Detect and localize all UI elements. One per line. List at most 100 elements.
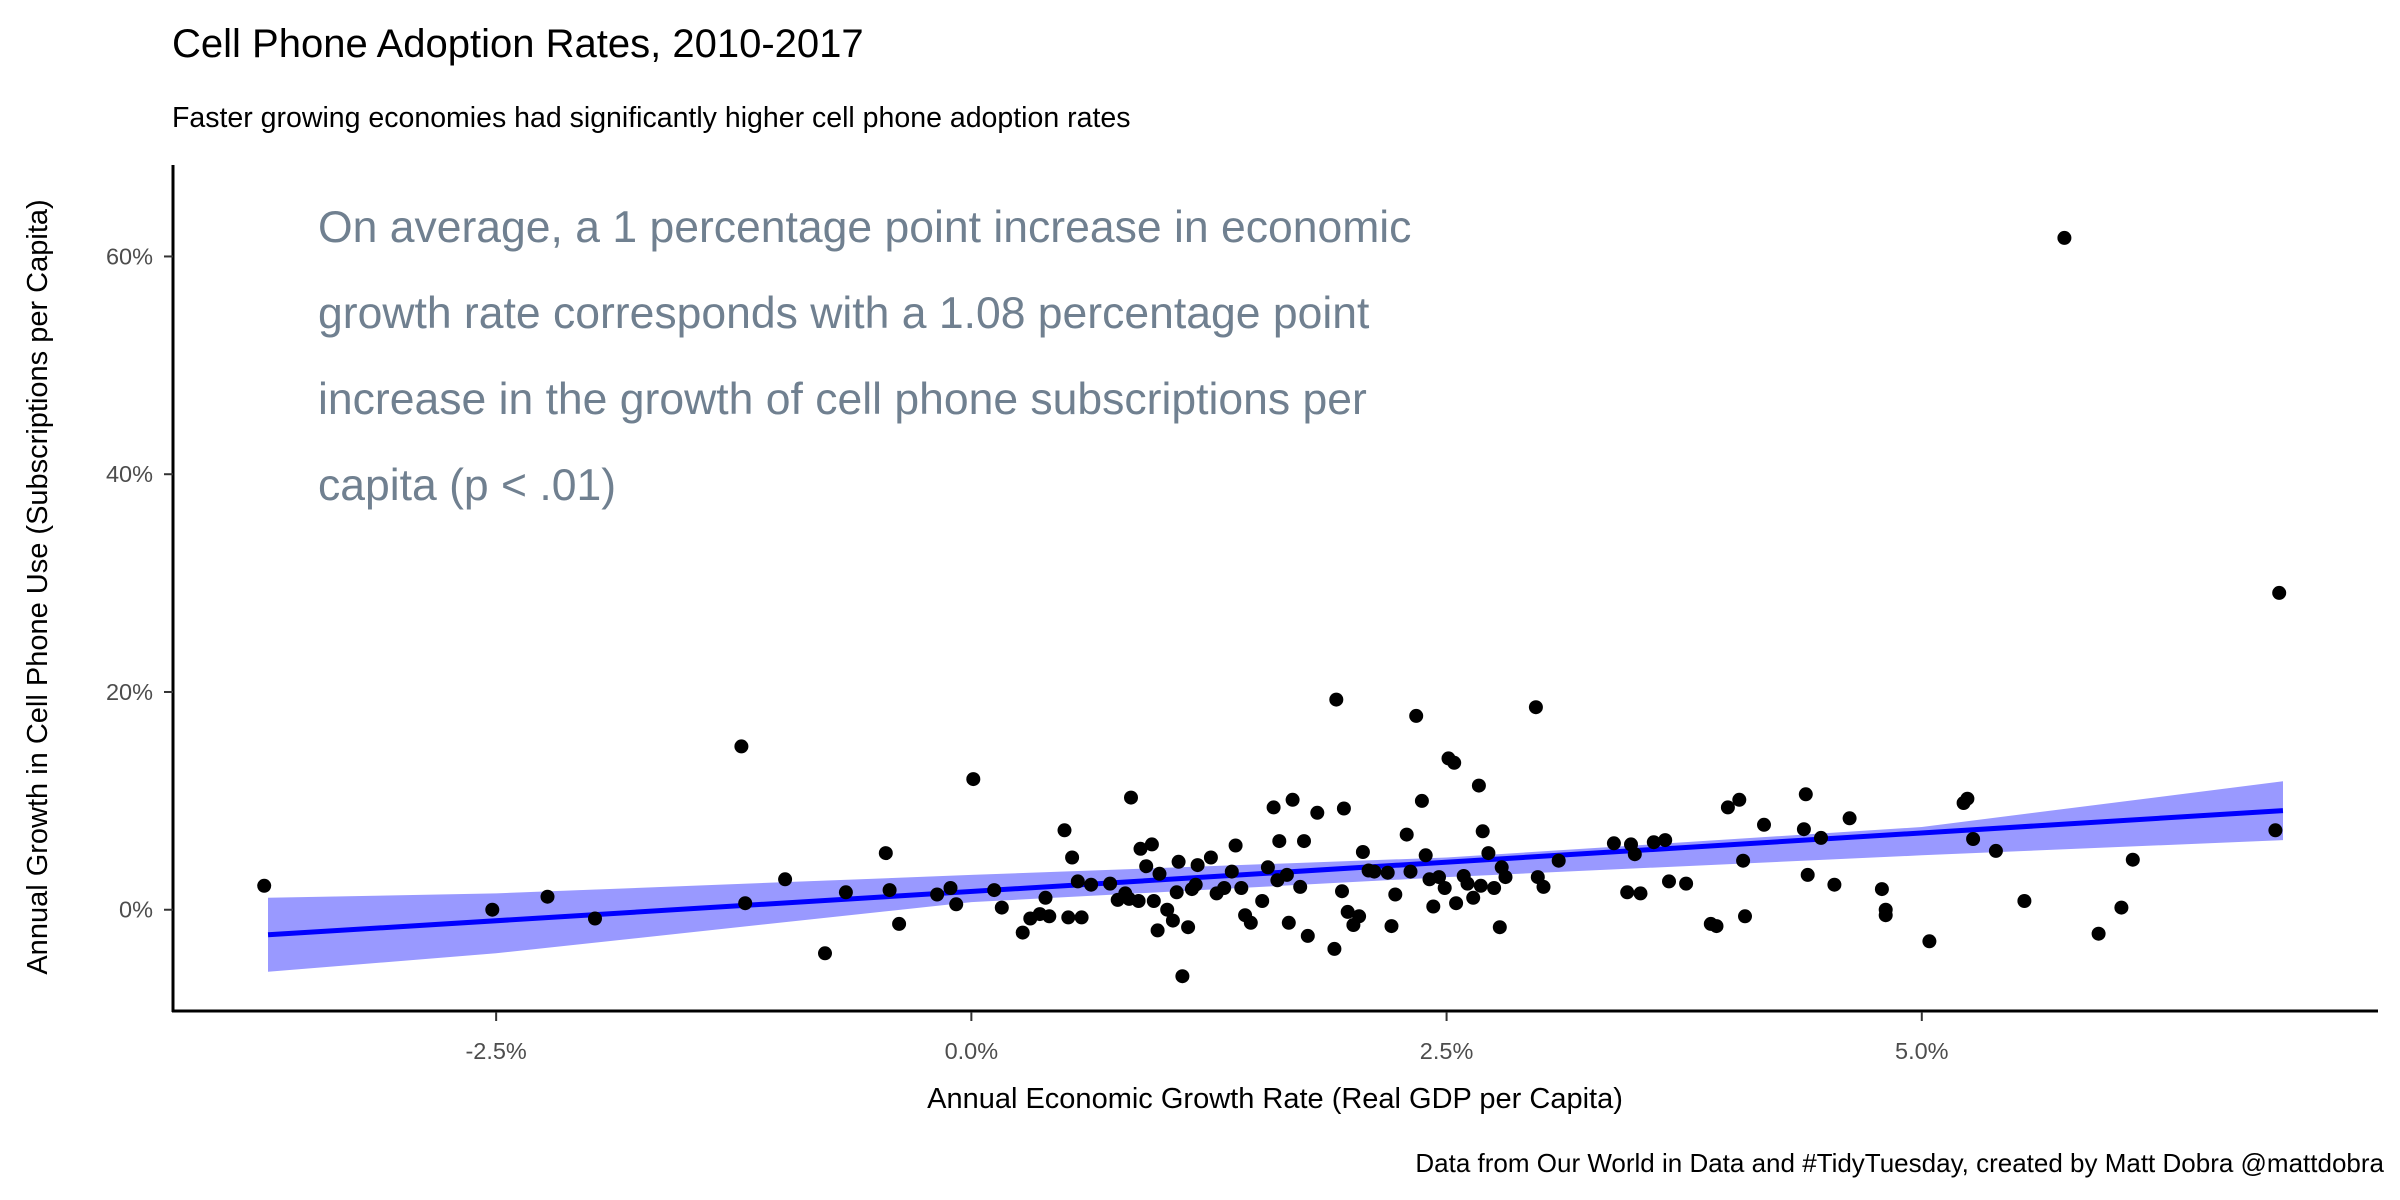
x-tick-label: 5.0% bbox=[1895, 1038, 1949, 1064]
data-point bbox=[1966, 832, 1981, 846]
data-point bbox=[1255, 894, 1270, 908]
annotation-line: growth rate corresponds with a 1.08 perc… bbox=[318, 289, 1370, 338]
data-point bbox=[1070, 874, 1085, 889]
x-ticks: -2.5% 0.0% 2.5% 5.0% bbox=[465, 1012, 1949, 1064]
data-point bbox=[2057, 230, 2072, 245]
data-point bbox=[987, 883, 1002, 898]
data-point bbox=[1352, 909, 1367, 924]
data-point bbox=[1310, 805, 1325, 820]
data-point bbox=[1297, 834, 1311, 849]
data-point bbox=[1536, 879, 1551, 894]
data-point bbox=[1620, 885, 1635, 900]
data-point bbox=[1281, 915, 1296, 930]
data-point bbox=[1757, 817, 1771, 832]
data-point bbox=[1498, 870, 1513, 885]
data-point bbox=[1169, 885, 1184, 900]
x-tick-label: 0.0% bbox=[945, 1038, 999, 1064]
fit-line-layer bbox=[267, 808, 2284, 938]
data-point bbox=[1355, 845, 1370, 859]
data-point bbox=[1827, 877, 1842, 892]
data-point bbox=[1152, 866, 1167, 881]
data-point bbox=[1300, 928, 1315, 943]
data-point bbox=[1285, 792, 1300, 807]
data-point bbox=[1878, 908, 1893, 923]
data-point bbox=[2017, 894, 2032, 908]
data-point bbox=[1228, 838, 1243, 853]
data-point bbox=[738, 896, 753, 911]
data-point bbox=[2125, 852, 2140, 867]
data-point bbox=[1042, 909, 1057, 924]
data-point bbox=[1188, 877, 1203, 892]
data-point bbox=[1658, 833, 1673, 848]
data-point bbox=[1336, 801, 1351, 816]
data-point bbox=[1171, 854, 1186, 869]
chart-subtitle: Faster growing economies had significant… bbox=[172, 102, 1130, 134]
data-point bbox=[949, 897, 964, 912]
fit-line bbox=[267, 808, 2284, 938]
data-point bbox=[1224, 864, 1239, 879]
data-point bbox=[1279, 867, 1294, 882]
data-point bbox=[1447, 755, 1462, 770]
data-point bbox=[1460, 876, 1475, 891]
data-point bbox=[1800, 867, 1815, 882]
data-point bbox=[1662, 874, 1676, 889]
x-axis-title: Annual Economic Growth Rate (Real GDP pe… bbox=[927, 1083, 1623, 1115]
data-point bbox=[1203, 850, 1218, 865]
data-point bbox=[1796, 822, 1811, 837]
data-point bbox=[1432, 870, 1446, 885]
data-point bbox=[878, 846, 893, 861]
data-point bbox=[1084, 877, 1099, 892]
data-point bbox=[257, 878, 272, 893]
data-point bbox=[1388, 887, 1403, 902]
data-point bbox=[930, 887, 945, 902]
points-layer bbox=[257, 230, 2287, 984]
data-point bbox=[2114, 900, 2129, 915]
data-point bbox=[1922, 934, 1937, 949]
data-point bbox=[1814, 830, 1828, 845]
data-point bbox=[1057, 823, 1072, 838]
y-tick-label: 60% bbox=[106, 243, 153, 269]
data-point bbox=[1293, 879, 1308, 894]
data-point bbox=[1133, 841, 1148, 856]
data-point bbox=[1551, 853, 1566, 868]
data-point bbox=[1380, 865, 1395, 880]
data-point bbox=[943, 881, 958, 895]
data-point bbox=[734, 739, 749, 754]
data-point bbox=[1074, 910, 1089, 925]
data-point bbox=[1144, 837, 1159, 852]
data-point bbox=[2091, 926, 2106, 941]
data-point bbox=[1473, 878, 1488, 893]
data-point bbox=[1418, 848, 1433, 863]
data-point bbox=[1646, 835, 1661, 850]
data-point bbox=[1160, 902, 1175, 917]
data-point bbox=[1738, 909, 1752, 924]
data-point bbox=[1181, 920, 1196, 935]
x-tick-label: -2.5% bbox=[465, 1038, 526, 1064]
data-point bbox=[1124, 790, 1138, 805]
data-point bbox=[1038, 890, 1053, 905]
data-point bbox=[1471, 778, 1486, 793]
data-point bbox=[1266, 800, 1281, 815]
y-tick-label: 0% bbox=[119, 897, 153, 923]
data-point bbox=[1234, 881, 1249, 895]
data-point bbox=[1175, 969, 1190, 984]
data-point bbox=[1103, 876, 1118, 891]
data-point bbox=[1481, 846, 1496, 861]
data-point bbox=[1414, 793, 1429, 808]
data-point bbox=[1367, 864, 1382, 879]
data-point bbox=[892, 916, 907, 931]
data-point bbox=[1065, 850, 1080, 865]
data-point bbox=[1329, 692, 1344, 707]
data-point bbox=[1139, 859, 1154, 874]
data-point bbox=[1874, 882, 1889, 897]
data-point bbox=[1335, 884, 1349, 899]
data-point bbox=[1732, 792, 1747, 807]
data-point bbox=[1272, 834, 1287, 849]
data-point bbox=[1736, 853, 1751, 868]
data-point bbox=[1150, 923, 1165, 938]
data-point bbox=[1327, 941, 1342, 956]
data-point bbox=[1679, 876, 1694, 891]
data-point bbox=[2272, 585, 2287, 600]
data-point bbox=[1437, 881, 1452, 895]
